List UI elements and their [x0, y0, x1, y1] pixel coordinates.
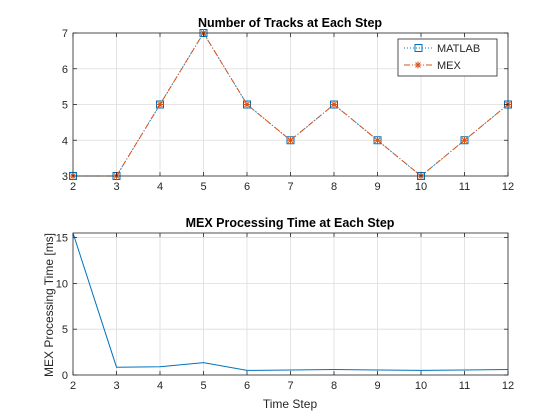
- tracks-series-1-point: [156, 101, 164, 108]
- x-tick-label: 9: [374, 380, 380, 392]
- y-tick-label: 5: [62, 100, 68, 112]
- x-tick-label: 11: [459, 181, 470, 193]
- x-tick-label: 4: [157, 380, 163, 392]
- x-tick-label: 5: [200, 380, 206, 392]
- legend-marker-matlab: [414, 44, 423, 52]
- tracks-chart: Number of Tracks at Each Step 2 3 4 5 6 7 8 9 10…: [62, 16, 514, 193]
- y-tick-label: 0: [62, 370, 68, 382]
- y-tick-label: 6: [62, 64, 68, 76]
- tracks-series-1-point: [287, 136, 294, 144]
- x-tick-label: 10: [415, 181, 427, 193]
- x-axis-label: Time Step: [263, 397, 318, 411]
- tracks-series-1-point: [461, 136, 468, 144]
- x-tick-label: 3: [113, 181, 119, 193]
- x-tick-label: 3: [113, 380, 119, 392]
- x-tick-label: 12: [502, 181, 514, 193]
- legend-label-matlab: MATLAB: [437, 43, 480, 55]
- x-tick-label: 6: [244, 380, 250, 392]
- y-tick-label: 4: [62, 135, 68, 147]
- legend-label-mex: MEX: [437, 60, 462, 72]
- y-tick-label: 15: [56, 233, 68, 245]
- y-axis-label: MEX Processing Time [ms]: [42, 233, 56, 377]
- tracks-series-1-point: [374, 136, 381, 144]
- legend-marker-mex: [414, 61, 422, 69]
- processing-time-chart-axes: 2 3 4 5 6 7 8 9 10 11 12 0 5 10 15: [56, 233, 514, 392]
- x-tick-label: 5: [200, 181, 206, 193]
- x-tick-label: 8: [331, 181, 337, 193]
- x-tick-label: 4: [157, 181, 163, 193]
- processing-time-chart-title: MEX Processing Time at Each Step: [186, 216, 395, 230]
- tracks-series-1-line: [73, 32, 509, 177]
- x-tick-label: 7: [287, 181, 293, 193]
- tracks-series-1-point: [330, 101, 338, 108]
- processing-time-chart: MEX Processing Time at Each Step 2 3 4 5 6 7 8…: [42, 216, 514, 411]
- x-tick-label: 2: [70, 380, 76, 392]
- time-series-0-line: [72, 232, 509, 371]
- x-tick-label: 7: [287, 380, 293, 392]
- processing-time-chart-series: [72, 232, 509, 371]
- processing-time-chart-grid: [72, 233, 509, 376]
- x-tick-label: 12: [502, 380, 514, 392]
- y-tick-label: 5: [62, 324, 68, 336]
- x-tick-label: 2: [70, 181, 76, 193]
- tracks-chart-title: Number of Tracks at Each Step: [198, 16, 382, 30]
- tracks-chart-legend: MATLAB MEX: [397, 38, 498, 77]
- y-tick-label: 7: [62, 28, 68, 40]
- y-tick-label: 3: [62, 171, 68, 183]
- x-tick-label: 10: [415, 380, 427, 392]
- y-tick-label: 10: [56, 278, 68, 290]
- tracks-series-1-point: [243, 101, 251, 108]
- x-tick-label: 11: [459, 380, 470, 392]
- x-tick-label: 6: [244, 181, 250, 193]
- x-tick-label: 8: [331, 380, 337, 392]
- x-tick-label: 9: [374, 181, 380, 193]
